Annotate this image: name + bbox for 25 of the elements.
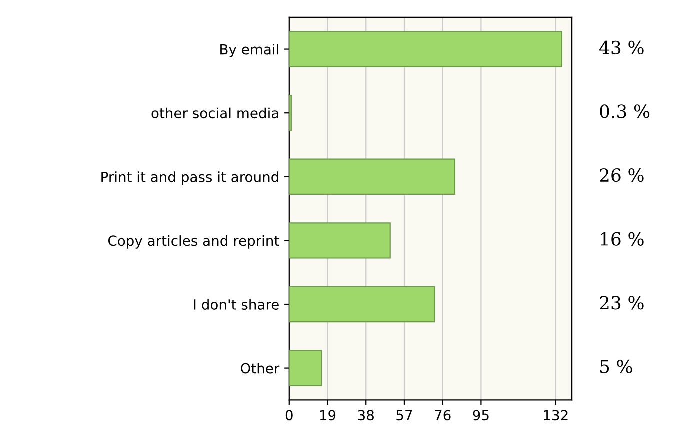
x-tick-label: 38 <box>358 410 374 421</box>
x-tick-label: 0 <box>286 410 293 421</box>
x-tick-label: 76 <box>435 410 451 421</box>
x-tick-label: 132 <box>544 410 568 421</box>
bar <box>289 158 456 195</box>
text: 26 % <box>600 168 644 182</box>
x-tick-label: 57 <box>396 410 412 421</box>
bar <box>289 31 563 68</box>
text: 16 % <box>601 232 644 246</box>
y-tick-label: I don't share <box>194 299 279 310</box>
text: 0.3 % <box>600 104 650 118</box>
y-tick-label: By email <box>220 44 278 58</box>
y-tick-label: Copy articles and reprint <box>108 235 280 249</box>
bar <box>289 222 391 259</box>
x-tick-label: 19 <box>320 410 336 421</box>
x-tick-label: 95 <box>473 410 489 421</box>
y-tick-label: Other <box>241 363 280 374</box>
y-tick-label: Print it and pass it around <box>102 172 278 186</box>
bar <box>289 350 322 386</box>
text: 23 % <box>600 296 644 310</box>
y-tick-label: other social media <box>152 108 278 119</box>
bar <box>289 95 292 132</box>
text: 43 % <box>600 40 644 55</box>
bar <box>289 286 436 323</box>
text: 5 % <box>600 360 632 374</box>
